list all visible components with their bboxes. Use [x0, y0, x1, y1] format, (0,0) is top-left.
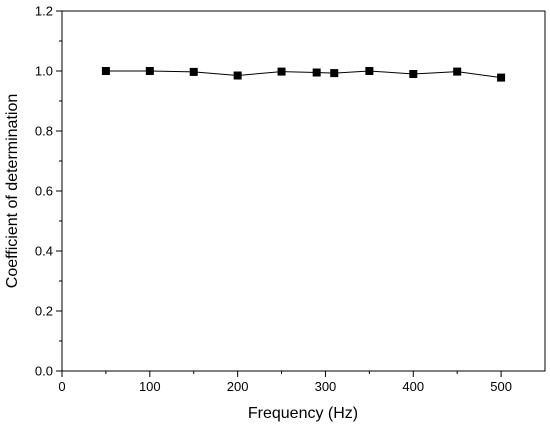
data-point — [330, 69, 339, 78]
x-tick-label: 100 — [139, 379, 161, 394]
y-axis-label: Coefficient of determination — [4, 94, 21, 288]
data-series — [101, 67, 506, 82]
data-point — [365, 67, 374, 75]
data-point — [145, 67, 154, 75]
y-tick-label: 0.6 — [35, 184, 53, 199]
axis-ticks: 0 100 200 300 400 500 0.0 0.2 0.4 0.6 0.8 1.0 1.2 — [35, 4, 512, 395]
x-tick-label: 200 — [227, 379, 249, 394]
x-tick-label: 300 — [315, 379, 337, 394]
data-point — [453, 67, 462, 76]
y-tick-label: 0.8 — [35, 124, 53, 139]
y-tick-label: 0.2 — [35, 304, 53, 319]
series-line — [105, 70, 502, 79]
data-point — [101, 67, 110, 75]
data-point — [409, 70, 418, 78]
y-tick-label: 0.0 — [35, 364, 53, 379]
plot-border — [61, 10, 546, 372]
plot-frame — [61, 10, 546, 372]
x-tick-label: 0 — [58, 379, 65, 394]
x-tick-label: 500 — [490, 379, 512, 394]
y-tick-label: 1.2 — [35, 4, 53, 19]
data-point — [189, 67, 198, 76]
x-tick-label: 400 — [402, 379, 424, 394]
y-tick-label: 1.0 — [35, 64, 53, 79]
data-point — [277, 67, 286, 76]
data-point — [233, 71, 242, 80]
data-point — [497, 73, 506, 82]
x-axis-label: Frequency (Hz) — [248, 405, 358, 422]
data-point — [312, 68, 321, 77]
y-tick-label: 0.4 — [35, 244, 53, 259]
